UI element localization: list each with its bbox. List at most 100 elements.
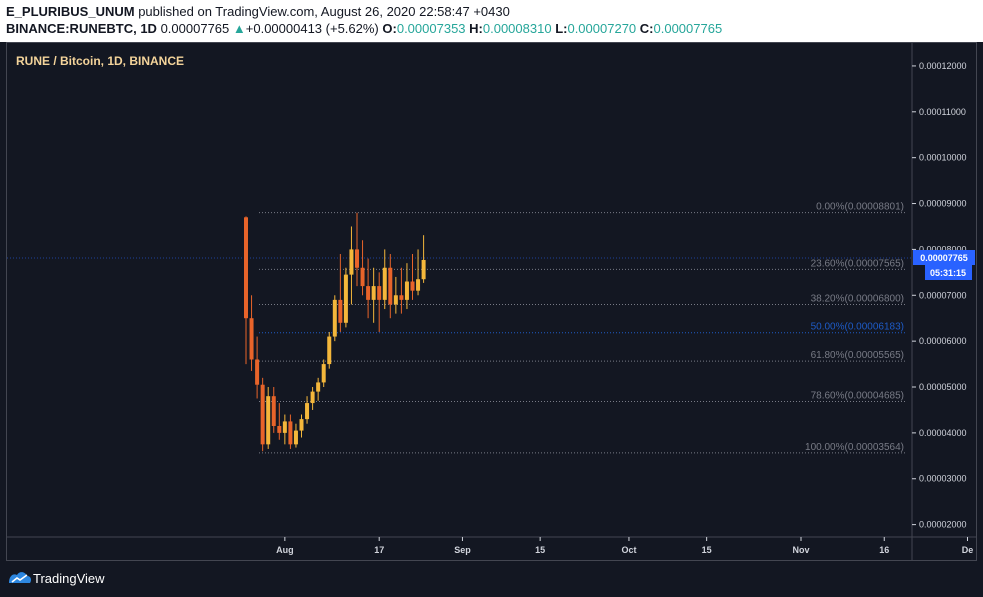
candle-body [343,274,348,323]
publish-info: E_PLURIBUS_UNUM published on TradingView… [6,4,510,19]
low-value: 0.00007270 [567,21,637,36]
candle-body [382,267,387,300]
price-chart[interactable]: 0.00%(0.00008801) 23.60%(0.00007565) 38.20… [7,43,976,560]
candle-body [305,403,310,420]
y-tick-label: 0.00008000 [919,244,967,254]
tradingview-brand[interactable]: TradingView [33,571,105,586]
last-price: 0.00007765 [160,21,230,36]
candle-body [316,382,321,392]
candle-body [299,419,304,431]
candle[interactable] [377,272,382,332]
candle-body [377,286,382,300]
candle[interactable] [404,263,409,310]
fib-level-label: 38.20%(0.00006800) [811,293,904,304]
candle-body [310,391,315,404]
time-axis[interactable]: Aug 17 Sep 15 Oct 15 Nov 16 De [276,537,973,555]
candle-body [355,249,359,268]
candle[interactable] [366,258,371,319]
candle[interactable] [282,414,287,445]
x-tick-label: 16 [879,545,889,555]
candle[interactable] [271,387,276,433]
candle[interactable] [371,267,376,323]
candle[interactable] [349,226,354,305]
high-label: H: [469,21,483,36]
chart-frame[interactable]: 0.00%(0.00008801) 23.60%(0.00007565) 38.20… [6,42,977,561]
y-tick-label: 0.00003000 [919,474,967,484]
candle[interactable] [260,377,265,452]
candle-body [399,295,404,300]
candle-body [366,286,371,300]
up-triangle-icon: ▲ [232,21,246,36]
footer: TradingView [0,561,983,597]
candle[interactable] [327,331,332,369]
publish-header: E_PLURIBUS_UNUM published on TradingView… [0,0,983,42]
candle[interactable] [249,295,254,371]
close-label: C: [639,21,654,36]
price-axis[interactable]: 0.00012000 0.00011000 0.00010000 0.00009000… [912,61,967,530]
candle[interactable] [244,216,248,365]
symbol-label: BINANCE:RUNEBTC, 1D [6,21,157,36]
x-tick-label: Sep [454,545,471,555]
candle[interactable] [382,249,387,310]
open-label: O: [382,21,397,36]
close-value: 0.00007765 [653,21,723,36]
candle-body [249,318,254,360]
x-tick-label: Aug [276,545,294,555]
candle-body [421,259,426,280]
candle[interactable] [316,377,321,401]
candle[interactable] [305,396,310,424]
candle[interactable] [332,295,337,342]
candle-body [360,267,365,287]
fib-level-label: 50.00%(0.00006183) [811,322,904,333]
countdown-label: 05:31:15 [930,268,966,278]
candle[interactable] [421,235,426,283]
candle[interactable] [343,267,348,328]
x-tick-label: 17 [374,545,384,555]
candle-body [327,336,332,365]
candle-body [282,421,287,433]
y-tick-label: 0.00011000 [919,107,966,117]
candle[interactable] [416,249,421,296]
published-text: published on TradingView.com, August 26,… [138,4,510,19]
high-value: 0.00008310 [482,21,552,36]
candle[interactable] [393,276,398,314]
candle[interactable] [288,414,293,449]
candle[interactable] [388,253,393,319]
candle[interactable] [338,253,343,332]
candle[interactable] [355,212,359,287]
candle-body [393,295,398,305]
candle-body [371,286,376,300]
tradingview-logo-icon[interactable] [8,570,32,586]
candle[interactable] [299,414,304,438]
price-change: +0.00000413 (+5.62%) [245,21,379,36]
fib-retracement[interactable]: 0.00%(0.00008801) 23.60%(0.00007565) 38.20… [259,202,905,454]
candle[interactable] [277,403,282,440]
candle[interactable] [266,387,271,449]
countdown-tag [925,265,972,280]
candle[interactable] [310,387,315,410]
candle-body [321,364,326,383]
candle[interactable] [399,267,404,314]
fib-level-label: 100.00%(0.00003564) [805,442,904,453]
candles[interactable] [244,212,426,452]
candle-body [271,396,276,426]
candle-body [255,359,260,385]
candle[interactable] [293,423,298,448]
candle[interactable] [255,336,260,399]
candle[interactable] [410,253,415,300]
candle-body [244,217,248,319]
y-tick-label: 0.00004000 [919,428,967,438]
candle-body [260,384,265,445]
candle-body [288,421,293,445]
symbol-ohlc-bar: BINANCE:RUNEBTC, 1D 0.00007765 ▲+0.00000… [6,21,722,36]
fib-level-label: 23.60%(0.00007565) [811,258,904,269]
author-name[interactable]: E_PLURIBUS_UNUM [6,4,135,19]
candle-body [277,425,282,433]
candle-body [388,267,393,305]
current-price-tag [913,250,975,265]
candle-body [266,396,271,445]
candle[interactable] [360,240,365,296]
candle[interactable] [321,359,326,388]
fib-level-label: 61.80%(0.00005565) [811,350,904,361]
fib-level-label: 0.00%(0.00008801) [816,202,904,213]
